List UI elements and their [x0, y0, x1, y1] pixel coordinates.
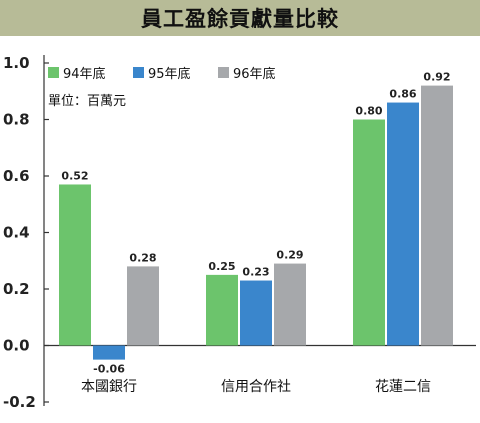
category-label: 花蓮二信 [375, 379, 431, 395]
bar [206, 274, 238, 346]
data-label: 0.52 [61, 169, 88, 182]
bar [59, 184, 91, 346]
data-label: 0.29 [276, 249, 303, 262]
category-label: 本國銀行 [81, 379, 137, 395]
bar [421, 85, 453, 346]
bar [353, 119, 385, 346]
data-label: 0.80 [355, 105, 382, 118]
bar [127, 266, 159, 346]
data-label: 0.23 [242, 266, 269, 279]
bar [93, 345, 125, 360]
y-tick-label: 1.0 [3, 54, 30, 72]
bar [387, 102, 419, 346]
legend-swatch [218, 67, 229, 78]
bars: 0.52 -0.06 0.28 0.25 0.23 0.29 0.80 0.86 0.92 [59, 71, 453, 376]
y-tick-label: -0.2 [3, 393, 36, 411]
legend-swatch [48, 67, 59, 78]
bar [240, 280, 272, 346]
legend-label: 95年底 [148, 66, 191, 82]
bar-chart: 1.0 0.8 0.6 0.4 0.2 0.0 -0.2 0.52 -0.06 0.28 0.25… [3, 54, 476, 411]
legend: 94年底 95年底 96年底 [48, 66, 276, 82]
y-tick-label: 0.4 [3, 224, 30, 242]
title-bar: 員工盈餘貢獻量比較 [0, 0, 480, 36]
unit-note: 單位：百萬元 [48, 94, 126, 109]
y-tick-label: 0.6 [3, 167, 30, 185]
category-label: 信用合作社 [221, 379, 291, 395]
y-tick-label: 0.2 [3, 280, 30, 298]
legend-label: 96年底 [233, 66, 276, 82]
bar [274, 263, 306, 346]
data-label: -0.06 [93, 363, 125, 376]
chart-title: 員工盈餘貢獻量比較 [141, 7, 339, 31]
data-label: 0.86 [389, 88, 416, 101]
data-label: 0.92 [423, 71, 450, 84]
legend-label: 94年底 [63, 66, 106, 82]
category-labels: 本國銀行 信用合作社 花蓮二信 [81, 379, 431, 395]
y-tick-label: 0.0 [3, 337, 30, 355]
legend-swatch [133, 67, 144, 78]
data-label: 0.28 [129, 251, 156, 264]
data-label: 0.25 [208, 260, 235, 273]
y-tick-label: 0.8 [3, 111, 30, 129]
